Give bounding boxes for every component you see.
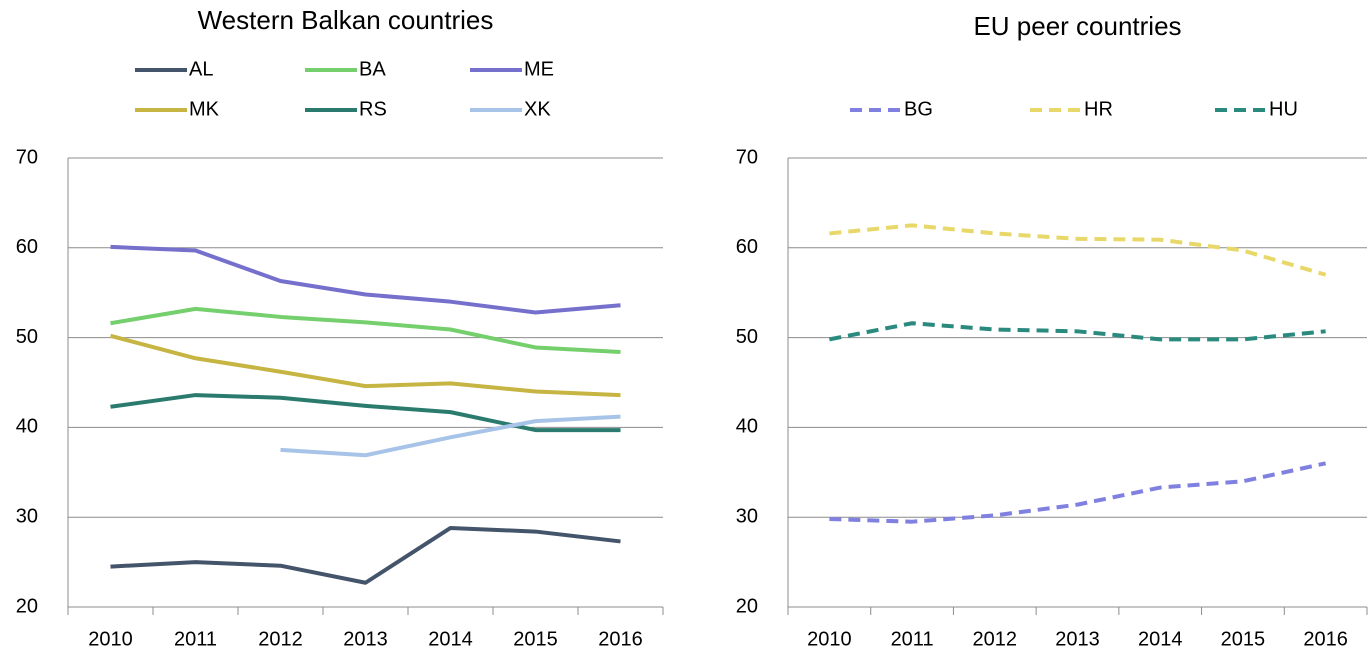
y-tick-label: 60 xyxy=(736,236,758,258)
x-tick-label: 2013 xyxy=(1055,628,1100,650)
legend-label: RS xyxy=(359,98,387,120)
x-tick-label: 2016 xyxy=(1303,628,1348,650)
series-line xyxy=(110,244,621,315)
legend-label: XK xyxy=(524,98,551,120)
legend-label: AL xyxy=(189,58,213,80)
series-line xyxy=(109,333,621,398)
y-tick-label: 60 xyxy=(16,236,38,258)
y-tick-label: 50 xyxy=(736,326,758,348)
x-tick-label: 2014 xyxy=(1138,628,1183,650)
series-line xyxy=(829,461,1327,524)
y-tick-label: 70 xyxy=(16,146,38,168)
legend-label: ME xyxy=(524,58,554,80)
y-tick-label: 20 xyxy=(736,595,758,617)
series-line xyxy=(110,525,621,585)
x-tick-label: 2013 xyxy=(343,628,388,650)
y-tick-label: 40 xyxy=(16,416,38,438)
series-line xyxy=(829,223,1327,277)
x-tick-label: 2010 xyxy=(88,628,133,650)
series-line xyxy=(828,321,1326,342)
y-tick-label: 50 xyxy=(16,326,38,348)
x-tick-label: 2015 xyxy=(513,628,558,650)
legend-label: HR xyxy=(1084,98,1113,120)
legend-label: BG xyxy=(904,98,933,120)
y-tick-label: 20 xyxy=(16,595,38,617)
legend-label: HU xyxy=(1269,98,1298,120)
y-tick-label: 30 xyxy=(16,505,38,527)
x-tick-label: 2012 xyxy=(258,628,303,650)
x-tick-label: 2015 xyxy=(1221,628,1266,650)
series-line xyxy=(110,393,621,433)
x-tick-label: 2014 xyxy=(428,628,473,650)
legend-label: MK xyxy=(189,98,220,120)
x-tick-label: 2011 xyxy=(174,628,217,650)
x-tick-label: 2012 xyxy=(973,628,1018,650)
series-line xyxy=(110,306,621,354)
series-line xyxy=(280,414,621,458)
x-tick-label: 2010 xyxy=(807,628,852,650)
y-tick-label: 30 xyxy=(736,505,758,527)
legend-label: BA xyxy=(359,58,386,80)
chart-title: EU peer countries xyxy=(973,11,1181,41)
y-tick-label: 70 xyxy=(736,146,758,168)
x-tick-label: 2011 xyxy=(891,628,934,650)
y-tick-label: 40 xyxy=(736,416,758,438)
x-tick-label: 2016 xyxy=(598,628,643,650)
chart-title: Western Balkan countries xyxy=(198,5,494,35)
